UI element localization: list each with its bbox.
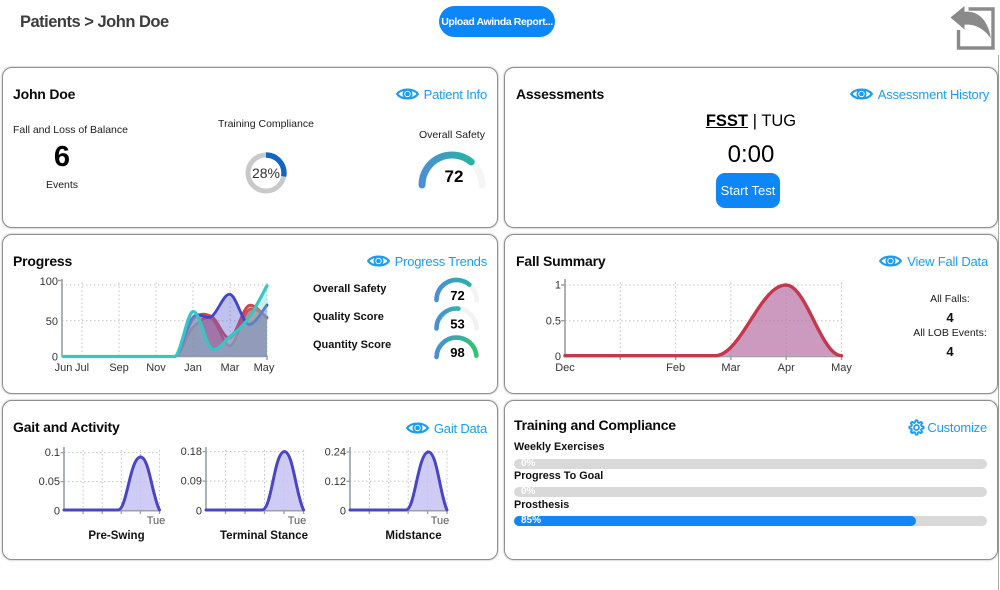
svg-text:Sep: Sep <box>109 362 129 374</box>
svg-text:Jan: Jan <box>184 362 202 374</box>
svg-text:0.09: 0.09 <box>181 476 202 488</box>
svg-text:100: 100 <box>40 276 58 288</box>
svg-text:Mar: Mar <box>221 362 240 374</box>
svg-text:1: 1 <box>555 280 561 292</box>
svg-text:Tue: Tue <box>288 515 307 527</box>
svg-text:Tue: Tue <box>147 515 166 527</box>
svg-text:Feb: Feb <box>666 362 685 374</box>
svg-text:Apr: Apr <box>778 362 795 374</box>
svg-text:Midstance: Midstance <box>385 530 441 542</box>
svg-text:May: May <box>831 362 852 374</box>
svg-text:28%: 28% <box>252 165 280 181</box>
svg-text:72: 72 <box>445 167 464 186</box>
svg-text:0.12: 0.12 <box>325 476 346 488</box>
svg-text:Jun: Jun <box>55 362 73 374</box>
svg-text:Dec: Dec <box>555 362 575 374</box>
svg-text:0.5: 0.5 <box>546 316 561 328</box>
svg-text:0.1: 0.1 <box>45 447 60 459</box>
svg-text:0: 0 <box>340 505 346 517</box>
svg-text:72: 72 <box>450 288 464 303</box>
svg-text:Terminal Stance: Terminal Stance <box>220 530 308 542</box>
svg-text:0: 0 <box>196 505 202 517</box>
svg-text:Mar: Mar <box>721 362 740 374</box>
svg-text:Nov: Nov <box>146 362 166 374</box>
svg-text:50: 50 <box>46 316 58 328</box>
svg-text:0: 0 <box>54 505 60 517</box>
svg-text:Jul: Jul <box>75 362 89 374</box>
svg-text:0: 0 <box>52 352 58 364</box>
svg-text:53: 53 <box>450 317 464 332</box>
svg-text:Tue: Tue <box>431 515 450 527</box>
svg-text:Pre-Swing: Pre-Swing <box>88 530 144 542</box>
svg-text:98: 98 <box>450 345 464 360</box>
svg-text:0.05: 0.05 <box>39 476 60 488</box>
svg-text:0.24: 0.24 <box>325 447 346 459</box>
svg-text:0.18: 0.18 <box>181 446 202 458</box>
svg-text:0: 0 <box>555 351 561 363</box>
svg-text:May: May <box>254 362 275 374</box>
